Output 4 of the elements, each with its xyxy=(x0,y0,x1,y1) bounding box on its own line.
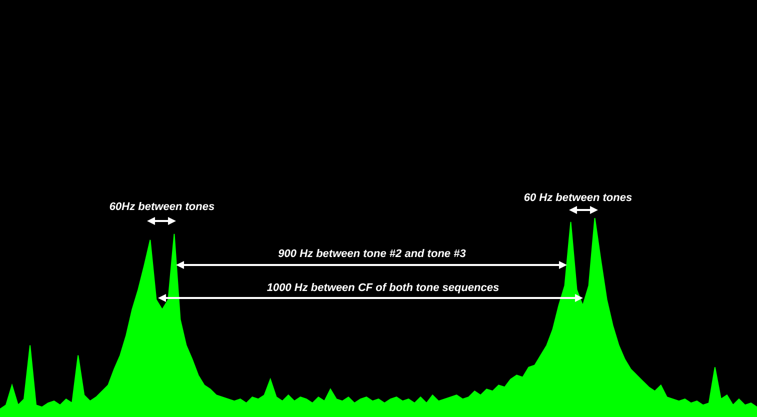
annotation: 1000 Hz between CF of both tone sequences xyxy=(266,282,500,294)
text: 60Hz between tones xyxy=(109,201,215,213)
text: 60 Hz between tones xyxy=(524,192,632,204)
annotation: 900 Hz between tone #2 and tone #3 xyxy=(278,248,466,260)
